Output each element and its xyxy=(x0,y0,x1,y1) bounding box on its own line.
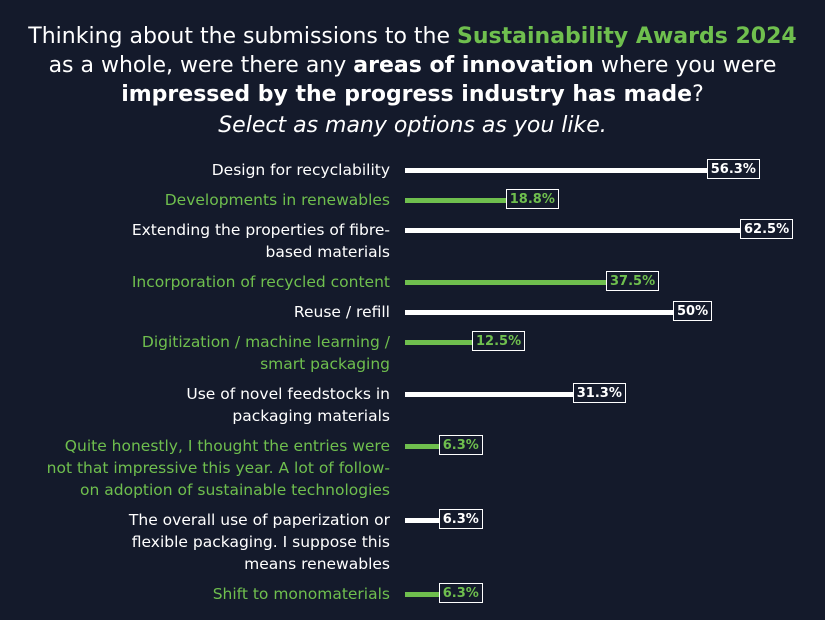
category-label: Reuse / refill xyxy=(293,303,390,321)
title-part: as a whole, were there any xyxy=(48,53,354,78)
bar xyxy=(405,340,472,345)
value-label: 6.3% xyxy=(438,583,483,603)
value-label: 12.5% xyxy=(472,331,526,351)
bar-list: Design for recyclability 56.3% Development… xyxy=(0,159,825,613)
bar-row: Quite honestly, I thought the entries we… xyxy=(0,435,825,509)
value-label: 62.5% xyxy=(740,219,794,239)
category-label: Extending the properties of fibre- based… xyxy=(131,221,390,261)
bar xyxy=(405,168,707,173)
value-label: 6.3% xyxy=(438,435,483,455)
bar xyxy=(405,592,439,597)
value-label: 18.8% xyxy=(505,189,559,209)
bar-row: The overall use of paperization or flexi… xyxy=(0,509,825,583)
category-label: The overall use of paperization or flexi… xyxy=(128,511,390,573)
title-part: areas of innovation xyxy=(353,53,594,78)
value-label: 50% xyxy=(673,301,713,321)
title-part: Thinking about the submissions to the xyxy=(28,24,458,49)
category-label: Design for recyclability xyxy=(211,161,390,179)
category-label: Use of novel feedstocks in packaging mat… xyxy=(186,385,390,425)
title-part: ? xyxy=(692,82,704,107)
category-label: Incorporation of recycled content xyxy=(131,273,390,291)
title-part: where you were xyxy=(593,53,777,78)
title-part: impressed by the progress industry has m… xyxy=(121,82,693,107)
value-label: 6.3% xyxy=(438,509,483,529)
chart-title: Thinking about the submissions to the Su… xyxy=(20,22,805,109)
category-label: Shift to monomaterials xyxy=(212,585,390,603)
value-label: 56.3% xyxy=(706,159,760,179)
bar-row: Design for recyclability 56.3% xyxy=(0,159,825,189)
category-label: Digitization / machine learning / smart … xyxy=(141,333,390,373)
bar xyxy=(405,228,740,233)
bar-row: Use of novel feedstocks in packaging mat… xyxy=(0,383,825,435)
bar xyxy=(405,310,673,315)
bar xyxy=(405,280,606,285)
value-label: 31.3% xyxy=(572,383,626,403)
bar-row: Reuse / refill 50% xyxy=(0,301,825,331)
bar xyxy=(405,392,573,397)
value-label: 37.5% xyxy=(606,271,660,291)
bar xyxy=(405,518,439,523)
bar-row: Incorporation of recycled content 37.5% xyxy=(0,271,825,301)
chart-subtitle: Select as many options as you like. xyxy=(218,113,607,138)
bar-row: Digitization / machine learning / smart … xyxy=(0,331,825,383)
bar-row: Shift to monomaterials 6.3% xyxy=(0,583,825,613)
bar-row: Extending the properties of fibre- based… xyxy=(0,219,825,271)
bar xyxy=(405,198,506,203)
category-label: Quite honestly, I thought the entries we… xyxy=(46,437,390,499)
bar xyxy=(405,444,439,449)
title-part: Sustainability Awards 2024 xyxy=(457,24,797,49)
bar-row: Developments in renewables 18.8% xyxy=(0,189,825,219)
category-label: Developments in renewables xyxy=(164,191,390,209)
